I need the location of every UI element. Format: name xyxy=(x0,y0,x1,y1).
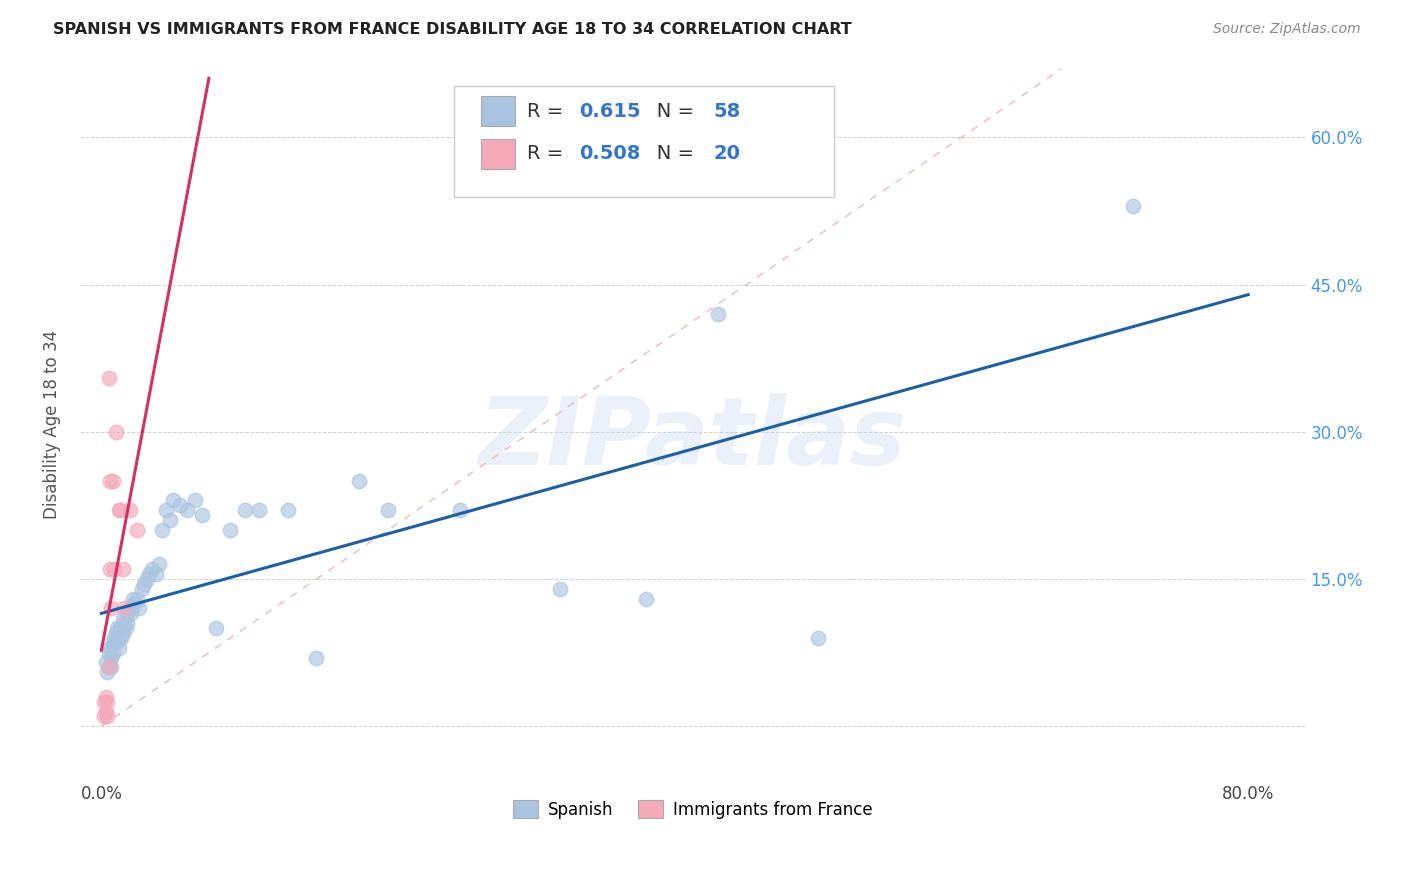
Point xyxy=(108,621,131,635)
Point xyxy=(305,650,328,665)
Point xyxy=(101,636,124,650)
Y-axis label: Disability Age 18 to 34: Disability Age 18 to 34 xyxy=(44,330,60,519)
Text: N =: N = xyxy=(637,145,700,163)
Point xyxy=(96,665,118,680)
Point xyxy=(128,601,150,615)
Point xyxy=(1122,199,1144,213)
Point xyxy=(115,607,138,621)
FancyBboxPatch shape xyxy=(481,96,515,126)
Point xyxy=(115,616,138,631)
Text: Source: ZipAtlas.com: Source: ZipAtlas.com xyxy=(1213,22,1361,37)
Point xyxy=(131,582,153,596)
Point xyxy=(548,582,571,596)
Point xyxy=(103,631,125,645)
Point xyxy=(98,474,121,488)
Point xyxy=(141,562,163,576)
Point xyxy=(118,601,141,615)
Point xyxy=(124,597,146,611)
Point xyxy=(105,621,128,635)
Point xyxy=(233,503,256,517)
Point xyxy=(134,577,156,591)
Point xyxy=(93,709,115,723)
Point xyxy=(112,601,135,615)
Point xyxy=(159,513,181,527)
Point xyxy=(96,695,118,709)
Point xyxy=(104,425,127,439)
Point xyxy=(107,640,129,655)
Point xyxy=(118,503,141,517)
Point xyxy=(176,503,198,517)
Point xyxy=(97,646,120,660)
Point xyxy=(636,591,658,606)
Point xyxy=(145,567,167,582)
Point xyxy=(247,503,270,517)
Point xyxy=(150,523,173,537)
Point xyxy=(183,493,205,508)
Point xyxy=(107,631,129,645)
Point xyxy=(104,636,127,650)
Point xyxy=(94,690,117,704)
Point xyxy=(277,503,299,517)
Point xyxy=(114,621,136,635)
Point xyxy=(349,474,371,488)
Point xyxy=(110,631,132,645)
FancyBboxPatch shape xyxy=(481,139,515,169)
Point xyxy=(94,656,117,670)
Point xyxy=(101,474,124,488)
Text: R =: R = xyxy=(527,102,576,120)
Point xyxy=(807,631,830,645)
Point xyxy=(100,601,122,615)
Point xyxy=(100,660,122,674)
Text: 0.615: 0.615 xyxy=(579,102,640,120)
Point xyxy=(127,591,149,606)
Point xyxy=(108,503,131,517)
Point xyxy=(136,572,159,586)
Point xyxy=(98,640,121,655)
FancyBboxPatch shape xyxy=(454,87,834,196)
Point xyxy=(93,695,115,709)
Point xyxy=(111,626,134,640)
Point xyxy=(121,607,143,621)
Point xyxy=(111,611,134,625)
Point xyxy=(707,307,730,321)
Point xyxy=(377,503,399,517)
Point xyxy=(100,650,122,665)
Text: ZIPatlas: ZIPatlas xyxy=(478,392,907,484)
Text: 58: 58 xyxy=(713,102,741,120)
Point xyxy=(97,660,120,674)
Point xyxy=(122,591,145,606)
Legend: Spanish, Immigrants from France: Spanish, Immigrants from France xyxy=(506,793,879,825)
Text: 0.508: 0.508 xyxy=(579,145,640,163)
Point xyxy=(127,523,149,537)
Point xyxy=(449,503,471,517)
Text: SPANISH VS IMMIGRANTS FROM FRANCE DISABILITY AGE 18 TO 34 CORRELATION CHART: SPANISH VS IMMIGRANTS FROM FRANCE DISABI… xyxy=(53,22,852,37)
Point xyxy=(94,705,117,719)
Point xyxy=(138,567,160,582)
Point xyxy=(103,562,125,576)
Point xyxy=(205,621,228,635)
Point xyxy=(169,499,191,513)
Text: N =: N = xyxy=(637,102,700,120)
Point xyxy=(162,493,184,508)
Point xyxy=(148,558,170,572)
Point xyxy=(97,660,120,674)
Point xyxy=(155,503,177,517)
Point xyxy=(190,508,212,523)
Point xyxy=(101,646,124,660)
Point xyxy=(219,523,242,537)
Point xyxy=(112,616,135,631)
Point xyxy=(104,626,127,640)
Point xyxy=(98,562,121,576)
Point xyxy=(111,562,134,576)
Point xyxy=(97,371,120,385)
Point xyxy=(96,709,118,723)
Point xyxy=(107,503,129,517)
Text: R =: R = xyxy=(527,145,569,163)
Text: 20: 20 xyxy=(713,145,741,163)
